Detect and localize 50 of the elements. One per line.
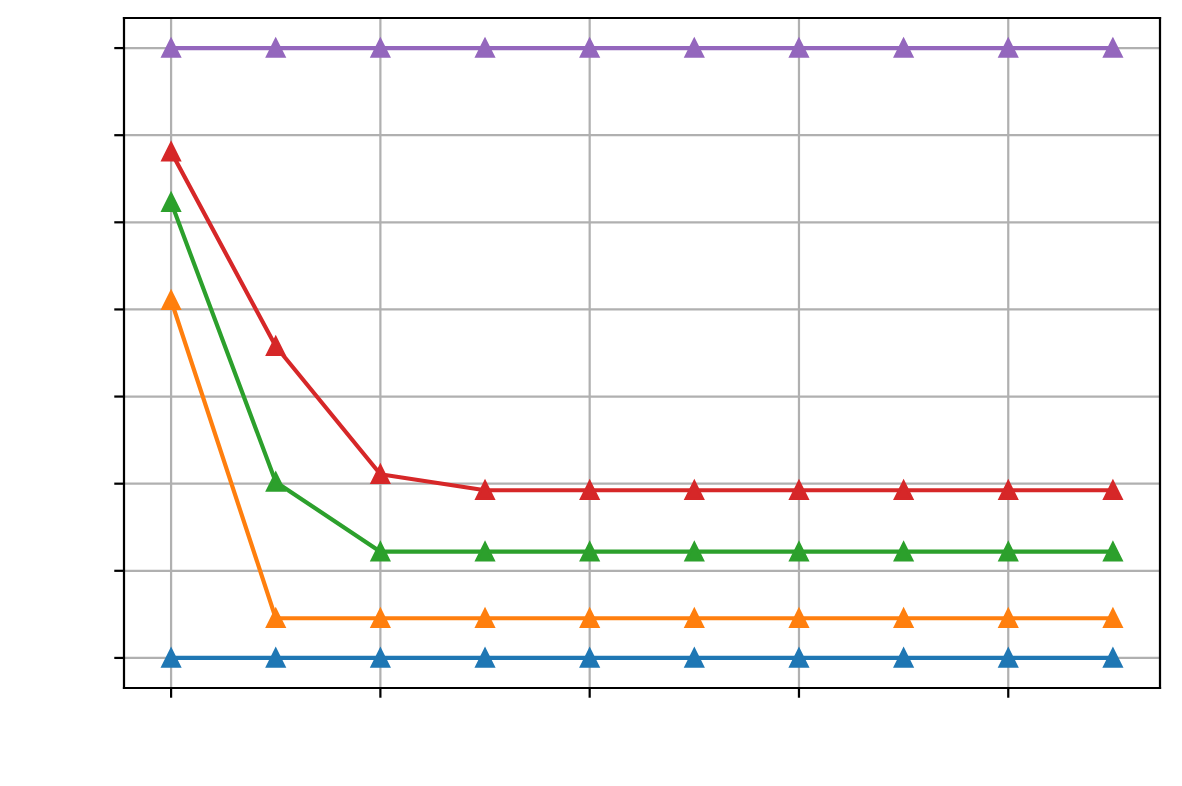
point: [684, 541, 705, 562]
point: [998, 480, 1018, 500]
point: [475, 480, 495, 500]
point: [893, 648, 914, 668]
point: [684, 648, 705, 668]
point: [1103, 541, 1123, 562]
point: [266, 472, 286, 492]
point: [475, 38, 495, 58]
point: [579, 480, 600, 500]
point: [370, 464, 391, 484]
point: [893, 608, 914, 628]
point: [475, 648, 495, 668]
point: [998, 648, 1018, 668]
point: [475, 541, 495, 562]
point: [789, 608, 809, 628]
point: [998, 541, 1018, 562]
point: [579, 541, 600, 562]
point: [161, 38, 181, 58]
point: [266, 608, 286, 628]
point: [161, 142, 181, 162]
point: [893, 541, 914, 562]
point: [998, 608, 1018, 628]
point: [684, 608, 705, 628]
point: [789, 480, 809, 500]
point: [370, 608, 391, 628]
point: [789, 648, 809, 668]
point: [370, 38, 391, 58]
point: [1103, 480, 1123, 500]
point: [998, 38, 1018, 58]
point: [266, 336, 286, 356]
point: [893, 38, 914, 58]
point: [893, 480, 914, 500]
point: [789, 541, 809, 562]
point: [1103, 648, 1123, 668]
point: [1103, 608, 1123, 628]
point: [266, 38, 286, 58]
point: [370, 541, 391, 562]
point: [684, 480, 705, 500]
point: [161, 648, 181, 668]
point: [579, 38, 600, 58]
point: [370, 648, 391, 668]
point: [579, 608, 600, 628]
point: [161, 290, 181, 310]
point: [161, 192, 181, 213]
point: [1103, 38, 1123, 58]
point: [789, 38, 809, 58]
point: [266, 648, 286, 668]
point: [684, 38, 705, 58]
point: [579, 648, 600, 668]
point: [475, 608, 495, 628]
